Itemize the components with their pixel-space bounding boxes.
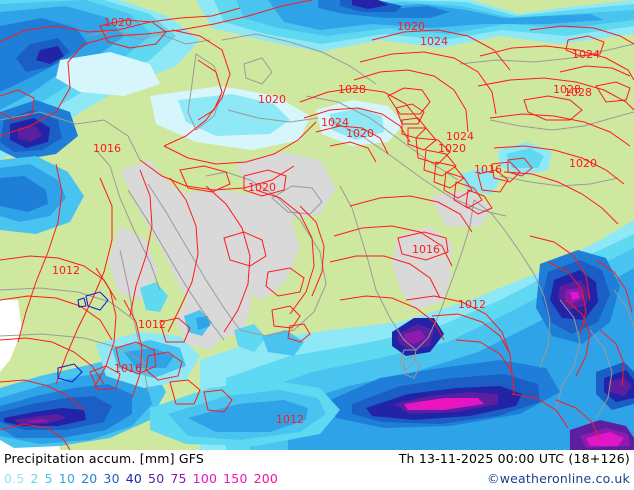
chart-title: Precipitation accum. [mm] GFS — [4, 451, 205, 466]
copyright-credit: ©weatheronline.co.uk — [487, 471, 630, 486]
isobar-label: 1016 — [114, 362, 142, 375]
isobar-label: 1028 — [338, 83, 366, 96]
model-run-timestamp: Th 13-11-2025 00:00 UTC (18+126) — [398, 451, 630, 466]
isobar-layer — [0, 0, 634, 450]
isobar-label: 1028 — [553, 83, 581, 96]
isobar-label: 1024 — [446, 130, 474, 143]
isobar-label: 1024 — [572, 48, 600, 61]
isobar-label: 1024 — [321, 116, 349, 129]
isobar-label: 1016 — [93, 142, 121, 155]
precip-field-north — [196, 0, 634, 52]
isobar-label: 1024 — [420, 35, 448, 48]
isobar-label: 1016 — [412, 243, 440, 256]
legend-value-75: 75 — [170, 471, 187, 486]
isobar-label: 1020 — [104, 16, 132, 29]
precipitation-map[interactable]: 1020 1016 1020 1020 1024 1028 1024 1020 1024 1020… — [0, 0, 634, 450]
legend-value-40: 40 — [125, 471, 143, 486]
legend-value-150: 150 — [223, 471, 248, 486]
map-footer: Precipitation accum. [mm] GFS Th 13-11-2… — [0, 450, 634, 490]
coastline-layer — [0, 29, 634, 419]
legend-value-2: 2 — [30, 471, 39, 486]
isobar-label: 1012 — [52, 264, 80, 277]
precip-field-arabian-sea — [150, 380, 340, 446]
isobar-label: 1020 — [346, 127, 374, 140]
isobar-label: 1020 — [438, 142, 466, 155]
legend-value-100: 100 — [192, 471, 218, 486]
isobar-label: 1012 — [458, 298, 486, 311]
isobar-label: 1020 — [248, 181, 276, 194]
legend-value-5: 5 — [44, 471, 53, 486]
isobar-label: 1028 — [564, 86, 592, 99]
legend-value-20: 20 — [81, 471, 98, 486]
legend-value-30: 30 — [103, 471, 120, 486]
isobar-label: 1016 — [474, 163, 502, 176]
isobar-label: 1020 — [569, 157, 597, 170]
legend-value-0-5: 0.5 — [4, 471, 25, 486]
legend-value-50: 50 — [148, 471, 165, 486]
isobar-label: 1012 — [276, 413, 304, 426]
isobar-label: 1012 — [138, 318, 166, 331]
arid-region-layer — [56, 152, 492, 430]
legend-value-200: 200 — [253, 471, 279, 486]
legend-value-10: 10 — [58, 471, 76, 486]
precip-field-central-light — [56, 52, 310, 150]
isobar-label: 1020 — [397, 20, 425, 33]
isobar-label: 1020 — [258, 93, 286, 106]
precipitation-legend: 0.5 2 5 10 20 30 40 50 75 100 150 200 — [4, 471, 278, 486]
